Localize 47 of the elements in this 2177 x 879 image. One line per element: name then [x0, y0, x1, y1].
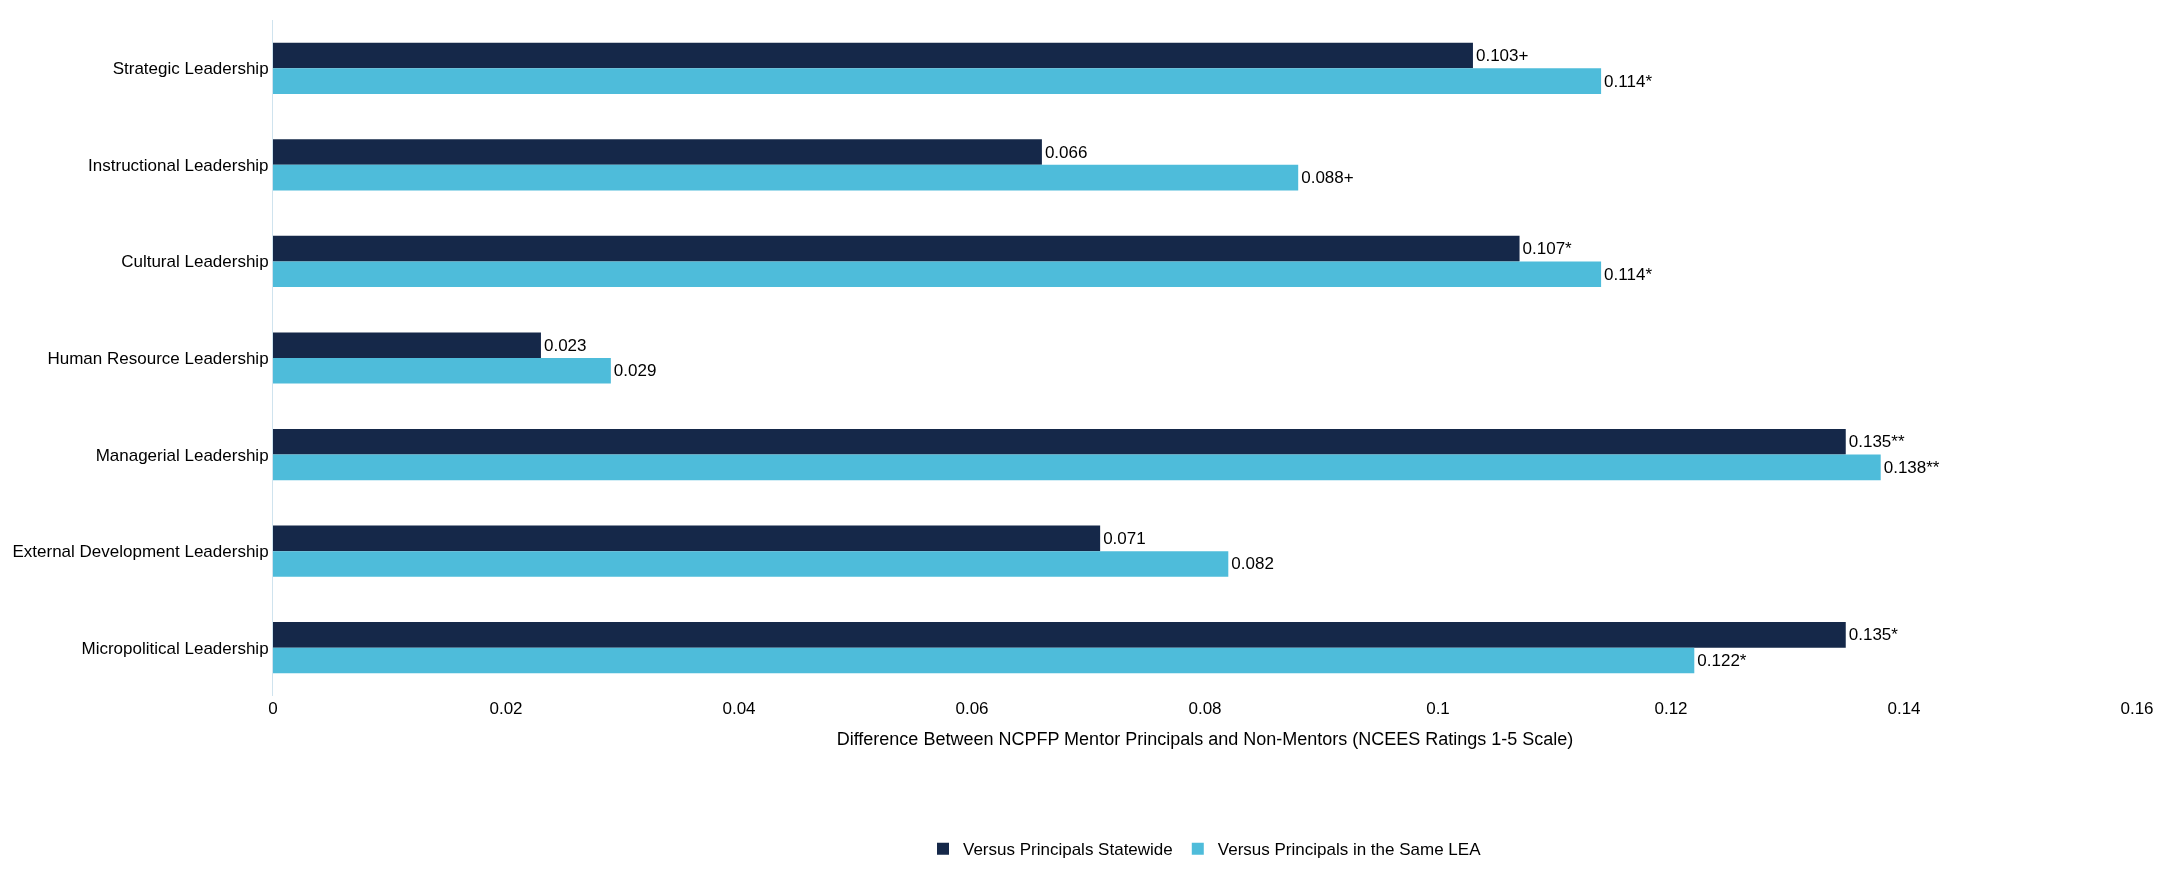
bar [273, 235, 1520, 262]
x-tick-label: 0.16 [2120, 699, 2154, 718]
y-tick-label: Human Resource Leadership [47, 348, 269, 368]
data-label: 0.082 [1231, 554, 1274, 574]
x-axis-title: Difference Between NCPFP Mentor Principals and Non-Mentors (NCEES Ratings 1-5 Scale) [836, 729, 1574, 750]
data-label: 0.114* [1604, 264, 1653, 284]
data-label: 0.114* [1604, 71, 1653, 91]
bar [273, 358, 611, 384]
x-tick-label: 0.06 [955, 699, 989, 718]
data-label: 0.122* [1697, 651, 1747, 671]
bar [273, 332, 541, 358]
data-label: 0.023 [543, 335, 587, 355]
data-label: 0.066 [1044, 142, 1088, 162]
x-tick-label: 0.12 [1654, 699, 1688, 718]
y-tick-label: External Development Leadership [12, 542, 269, 562]
data-label: 0.029 [613, 361, 657, 381]
legend-label: Versus Principals in the Same LEA [1217, 840, 1482, 860]
data-label: 0.135** [1848, 432, 1905, 452]
bar [273, 68, 1602, 94]
y-tick-label: Strategic Leadership [112, 59, 269, 79]
bar [273, 647, 1695, 674]
x-tick-label: 0 [268, 699, 278, 718]
data-label: 0.138** [1883, 457, 1940, 477]
bar [273, 261, 1602, 288]
y-tick-label: Cultural Leadership [121, 252, 269, 272]
x-tick-label: 0.1 [1426, 699, 1450, 718]
data-label: 0.107* [1522, 239, 1573, 259]
bar [273, 139, 1042, 165]
data-label: 0.088+ [1301, 168, 1354, 188]
bar [273, 164, 1299, 191]
y-tick-label: Managerial Leadership [95, 445, 269, 465]
data-label: 0.135* [1848, 625, 1899, 645]
bar [273, 551, 1229, 577]
legend-label: Versus Principals Statewide [963, 840, 1173, 860]
bar [273, 42, 1473, 69]
x-tick-label: 0.02 [489, 699, 523, 718]
x-tick-label: 0.14 [1887, 699, 1921, 718]
bar [273, 454, 1881, 481]
data-label: 0.103+ [1475, 45, 1529, 65]
y-tick-label: Micropolitical Leadership [81, 638, 269, 658]
x-tick-label: 0.04 [722, 699, 756, 718]
bar [273, 428, 1846, 455]
bar [273, 525, 1101, 552]
bar [273, 622, 1846, 648]
x-tick-label: 0.08 [1188, 699, 1222, 718]
y-tick-label: Instructional Leadership [88, 155, 269, 175]
data-label: 0.071 [1103, 528, 1146, 548]
